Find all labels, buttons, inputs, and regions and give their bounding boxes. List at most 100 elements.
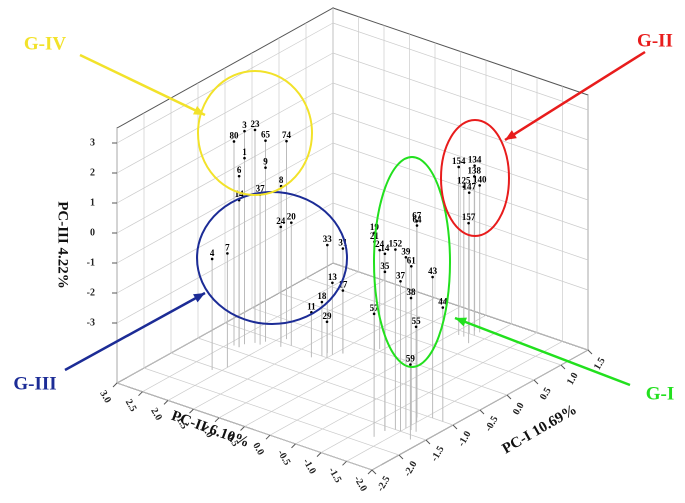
point [210, 257, 214, 261]
point-label: 31 [338, 238, 348, 248]
group-label: G-IV [24, 33, 67, 54]
point [431, 275, 434, 279]
y-tick-label: 1.5 [174, 415, 190, 431]
grid-line [116, 202, 334, 324]
point-label: 29 [323, 311, 333, 321]
z-tick-label: 3 [90, 137, 95, 148]
z-axis-title: PC-III 4.22% [55, 201, 71, 289]
point-label: 39 [401, 246, 411, 256]
plot-box: -2.5 -2.0 -1.5 -1.0 -0.5 0.0 0.5 1.0 1.5 3.0 2.5 2.… [87, 7, 608, 494]
point-label: 17 [338, 280, 348, 290]
group-ellipse [197, 70, 313, 196]
point [320, 300, 324, 304]
point-label: 14 [380, 243, 390, 253]
tick-mark [316, 452, 322, 457]
point-label: 134 [468, 155, 482, 165]
point-label: 14 [235, 189, 245, 199]
point-label: 138 [468, 165, 482, 175]
group-ellipse [440, 119, 510, 237]
group-arrow [79, 53, 206, 117]
point [285, 139, 288, 143]
group-label: G-II [637, 30, 673, 51]
point-label: 64 [413, 215, 423, 225]
tick-mark [342, 460, 347, 466]
grid-line [332, 202, 589, 291]
point [473, 175, 476, 178]
grid-line [116, 172, 334, 294]
point-label: 23 [251, 119, 261, 129]
grid-line [332, 142, 589, 231]
group-arrow [504, 50, 646, 142]
point-label: 61 [407, 255, 417, 265]
tick-mark [240, 426, 245, 431]
tick-mark [398, 454, 404, 460]
tick-mark [189, 408, 194, 414]
point-label: 4 [210, 248, 215, 258]
tick-mark [587, 349, 593, 355]
x-tick-label: -0.5 [483, 414, 500, 433]
grid-line [332, 172, 589, 261]
point [378, 248, 381, 252]
tick-mark [371, 469, 377, 475]
point-label: 65 [261, 130, 271, 140]
y-tick-label: 0.5 [225, 432, 241, 448]
point-label: 19 [370, 222, 380, 232]
tick-mark [425, 439, 431, 445]
point [399, 280, 402, 283]
grid-line [116, 22, 334, 144]
point-label: 154 [452, 156, 466, 166]
point-label: 3 [242, 120, 247, 130]
arrow-head [455, 317, 467, 327]
x-tick-label: 0.5 [538, 386, 554, 402]
grid-line [116, 142, 334, 264]
tick-mark [452, 424, 458, 430]
x-tick-label: 1.5 [592, 356, 608, 372]
point [237, 174, 241, 178]
point [383, 270, 387, 274]
point [473, 164, 476, 167]
y-tick-label: 0.0 [250, 441, 266, 457]
x-tick-label: -2.5 [375, 474, 392, 493]
group-arrow [454, 316, 631, 387]
annotations: G-I G-II G-III G-IV [13, 30, 674, 404]
z-tick-label: -2 [87, 287, 95, 298]
point-label: 157 [462, 212, 476, 222]
point-label: 67 [412, 210, 422, 220]
point [404, 255, 408, 259]
grid-line [142, 271, 359, 393]
point [331, 281, 334, 285]
grid-line [269, 314, 487, 436]
grid-line [295, 323, 512, 445]
point [409, 296, 413, 300]
y-tick-label: -2.0 [351, 474, 368, 493]
arrow-head [193, 293, 205, 303]
point [243, 129, 246, 133]
point-label: 24 [276, 216, 286, 226]
point [253, 128, 257, 132]
point [325, 320, 329, 324]
point-label: 37 [396, 270, 406, 280]
point-label: 125 [457, 176, 471, 186]
point-label: 9 [263, 157, 268, 167]
group-arrow [64, 291, 206, 372]
point [415, 224, 419, 227]
point [467, 221, 470, 225]
point-label: 43 [428, 266, 438, 276]
point-label: 8 [279, 175, 284, 185]
z-tick-label: 0 [90, 227, 95, 238]
y-tick-label: -1.5 [326, 466, 343, 485]
tick-mark [138, 391, 143, 397]
point-label: 59 [406, 354, 416, 364]
point-label: 80 [230, 131, 240, 141]
x-tick-label: 0.0 [511, 401, 527, 417]
x-tick-label: -1.5 [429, 444, 446, 463]
tick-mark [367, 469, 373, 475]
tick-mark [291, 443, 296, 449]
tick-mark [560, 364, 566, 370]
x-tick-label: -2.0 [402, 459, 419, 478]
grid-line [346, 340, 563, 462]
point-label: 13 [328, 272, 338, 282]
tick-mark [214, 417, 220, 423]
